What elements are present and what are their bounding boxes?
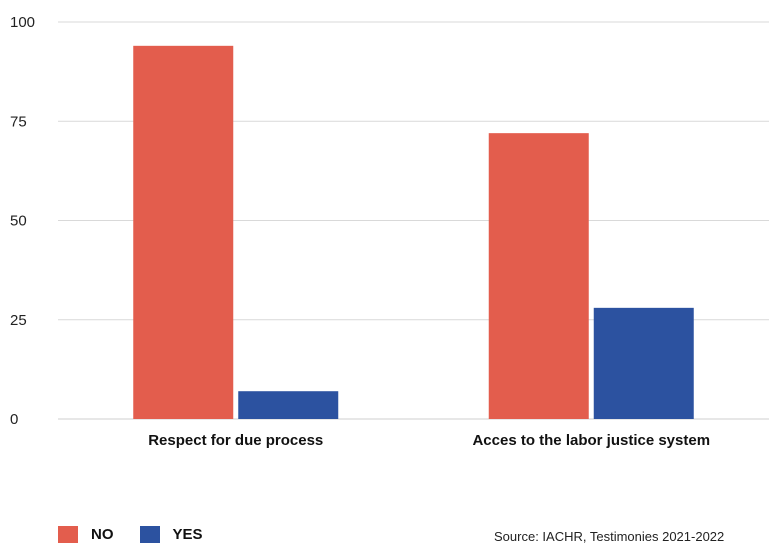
y-tick-label: 25 [10, 312, 27, 329]
legend-item-yes: YES [139, 526, 203, 543]
chart-legend: NO YES [58, 526, 229, 543]
legend-swatch-no [58, 526, 78, 543]
x-tick-label: Respect for due process [148, 432, 323, 449]
x-tick-label: Acces to the labor justice system [472, 432, 710, 449]
bar-no [488, 133, 589, 419]
source-note: Source: IACHR, Testimonies 2021-2022 [494, 529, 725, 544]
y-tick-label: 100 [10, 14, 35, 31]
legend-label-yes: YES [172, 526, 203, 543]
y-tick-label: 75 [10, 113, 27, 130]
legend-swatch-yes [139, 526, 160, 543]
legend-label-no: NO [91, 526, 114, 543]
y-tick-label: 0 [10, 411, 18, 428]
bar-yes [593, 307, 694, 419]
bar-chart: 0 25 50 75 100 Respect for due process Acces t… [10, 14, 769, 449]
legend-item-no: NO [58, 526, 114, 543]
bar-yes [238, 391, 339, 419]
y-tick-label: 50 [10, 213, 27, 230]
bar-no [133, 45, 234, 419]
